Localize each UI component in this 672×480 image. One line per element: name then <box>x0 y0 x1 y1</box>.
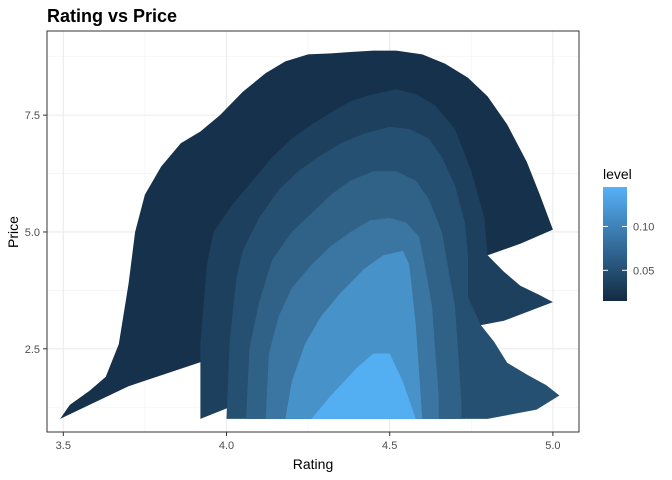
y-axis: 2.5 5.0 7.5 <box>25 110 47 356</box>
x-tick-label: 4.0 <box>219 440 234 452</box>
x-axis-title: Rating <box>293 456 333 472</box>
legend-colorbar <box>603 187 627 301</box>
density-contours <box>60 50 560 419</box>
y-axis-title: Price <box>5 216 21 248</box>
y-tick-label: 5.0 <box>25 227 40 239</box>
chart-title: Rating vs Price <box>47 6 177 26</box>
x-tick-label: 4.5 <box>382 440 397 452</box>
legend-tick-label: 0.10 <box>633 221 654 233</box>
legend-title: level <box>603 166 632 182</box>
x-tick-label: 5.0 <box>545 440 560 452</box>
y-tick-label: 7.5 <box>25 110 40 122</box>
x-axis: 3.5 4.0 4.5 5.0 <box>56 432 561 452</box>
y-tick-label: 2.5 <box>25 344 40 356</box>
color-legend: level 0.05 0.10 <box>603 166 654 301</box>
contour-band-0.14 <box>311 353 416 419</box>
legend-tick-label: 0.05 <box>633 265 654 277</box>
legend-ticks: 0.05 0.10 <box>603 221 654 277</box>
x-tick-label: 3.5 <box>56 440 71 452</box>
